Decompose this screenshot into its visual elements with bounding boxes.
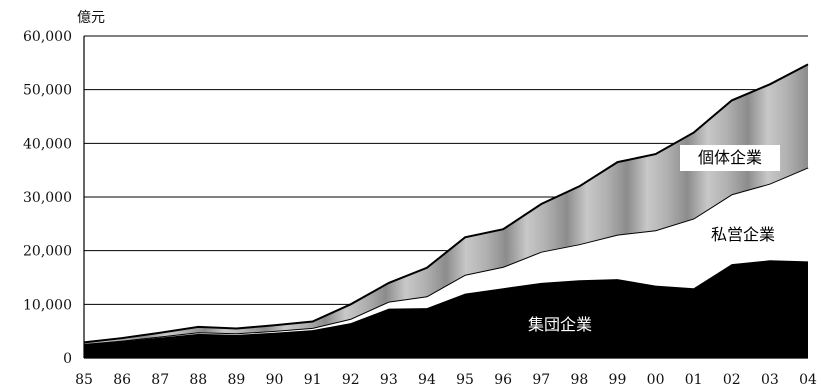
y-tick-label: 10,000	[23, 297, 72, 313]
x-tick-label: 04	[799, 372, 817, 388]
y-tick-label: 30,000	[23, 190, 72, 206]
x-tick-label: 97	[532, 372, 550, 388]
x-tick-label: 99	[609, 372, 627, 388]
x-tick-label: 93	[380, 372, 398, 388]
x-tick-label: 98	[570, 372, 588, 388]
area-series	[83, 63, 809, 358]
x-tick-label: 86	[113, 372, 131, 388]
x-tick-label: 92	[342, 372, 360, 388]
x-tick-label: 02	[723, 372, 741, 388]
series-area-1	[84, 167, 808, 345]
series-label: 私営企業	[711, 225, 775, 244]
y-tick-label: 20,000	[23, 244, 72, 260]
series-label-box	[510, 312, 610, 338]
y-tick-label: 60,000	[23, 29, 72, 45]
series-area-2	[84, 64, 808, 345]
x-tick-label: 91	[304, 372, 322, 388]
x-tick-label: 90	[266, 372, 284, 388]
x-tick-label: 01	[685, 372, 703, 388]
x-tick-label: 89	[228, 372, 246, 388]
x-tick-label: 88	[189, 372, 207, 388]
labels: 0 10,000 20,000 30,000 40,000 50,000 60,000 85 8…	[23, 10, 817, 388]
y-tick-label: 50,000	[23, 83, 72, 99]
x-tick-label: 03	[761, 372, 779, 388]
y-unit-label: 億元	[77, 10, 105, 26]
series-line-2	[83, 63, 809, 344]
x-tick-label: 94	[418, 372, 436, 388]
x-tick-label: 96	[494, 372, 512, 388]
x-tick-label: 00	[647, 372, 665, 388]
series-label: 個体企業	[698, 148, 762, 167]
y-tick-label: 40,000	[23, 136, 72, 152]
x-tick-label: 87	[151, 372, 169, 388]
x-tick-label: 95	[456, 372, 474, 388]
y-tick-label: 0	[63, 351, 72, 367]
axes	[83, 36, 808, 359]
series-label-box	[680, 145, 780, 171]
x-tick-label: 85	[75, 372, 93, 388]
series-label: 集団企業	[528, 315, 592, 334]
